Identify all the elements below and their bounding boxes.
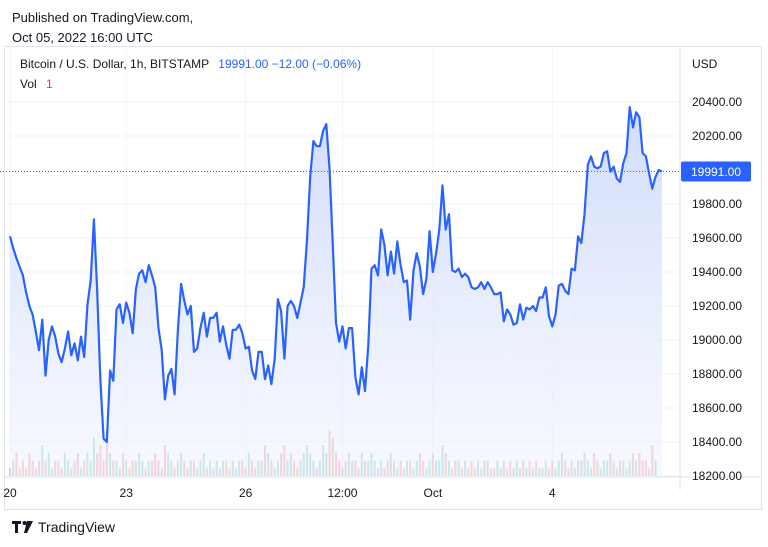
y-tick-label: 19400.00 [692, 265, 742, 279]
tradingview-logo-icon [12, 521, 33, 533]
y-tick-label: 19000.00 [692, 333, 742, 347]
volume-label: Vol [20, 77, 37, 91]
published-line: Published on TradingView.com, [12, 10, 194, 25]
brand-name: TradingView [38, 519, 116, 535]
y-tick-label: 19200.00 [692, 299, 742, 313]
y-tick-label: 20200.00 [692, 129, 742, 143]
y-tick-label: 18400.00 [692, 435, 742, 449]
y-tick-label: 18200.00 [692, 469, 742, 483]
chart-legend: Bitcoin / U.S. Dollar, 1h, BITSTAMP 1999… [20, 57, 361, 71]
symbol-label: Bitcoin / U.S. Dollar, 1h, BITSTAMP [20, 57, 209, 71]
currency-label: USD [692, 57, 718, 71]
volume-value: 1 [46, 77, 53, 91]
x-tick-label: 26 [239, 486, 253, 500]
x-tick-label: 4 [549, 486, 556, 500]
price-change-label: 19991.00 −12.00 (−0.06%) [218, 57, 362, 71]
y-tick-label: 19800.00 [692, 197, 742, 211]
last-price-label: 19991.00 [691, 165, 741, 179]
published-date: Oct 05, 2022 16:00 UTC [12, 30, 153, 45]
x-tick-label: 12:00 [327, 486, 357, 500]
y-tick-label: 19600.00 [692, 231, 742, 245]
y-tick-label: 20400.00 [692, 95, 742, 109]
last-price-badge [681, 161, 751, 182]
x-tick-label: Oct [423, 486, 442, 500]
price-line-series [8, 106, 663, 444]
publication-info: Published on TradingView.com, Oct 05, 20… [12, 8, 193, 48]
x-tick-label: 23 [120, 486, 134, 500]
y-tick-label: 18600.00 [692, 401, 742, 415]
y-tick-label: 18800.00 [692, 367, 742, 381]
footer-brand[interactable]: TradingView [12, 519, 115, 535]
volume-legend: Vol 1 [20, 77, 53, 91]
x-tick-label: 20 [3, 486, 17, 500]
